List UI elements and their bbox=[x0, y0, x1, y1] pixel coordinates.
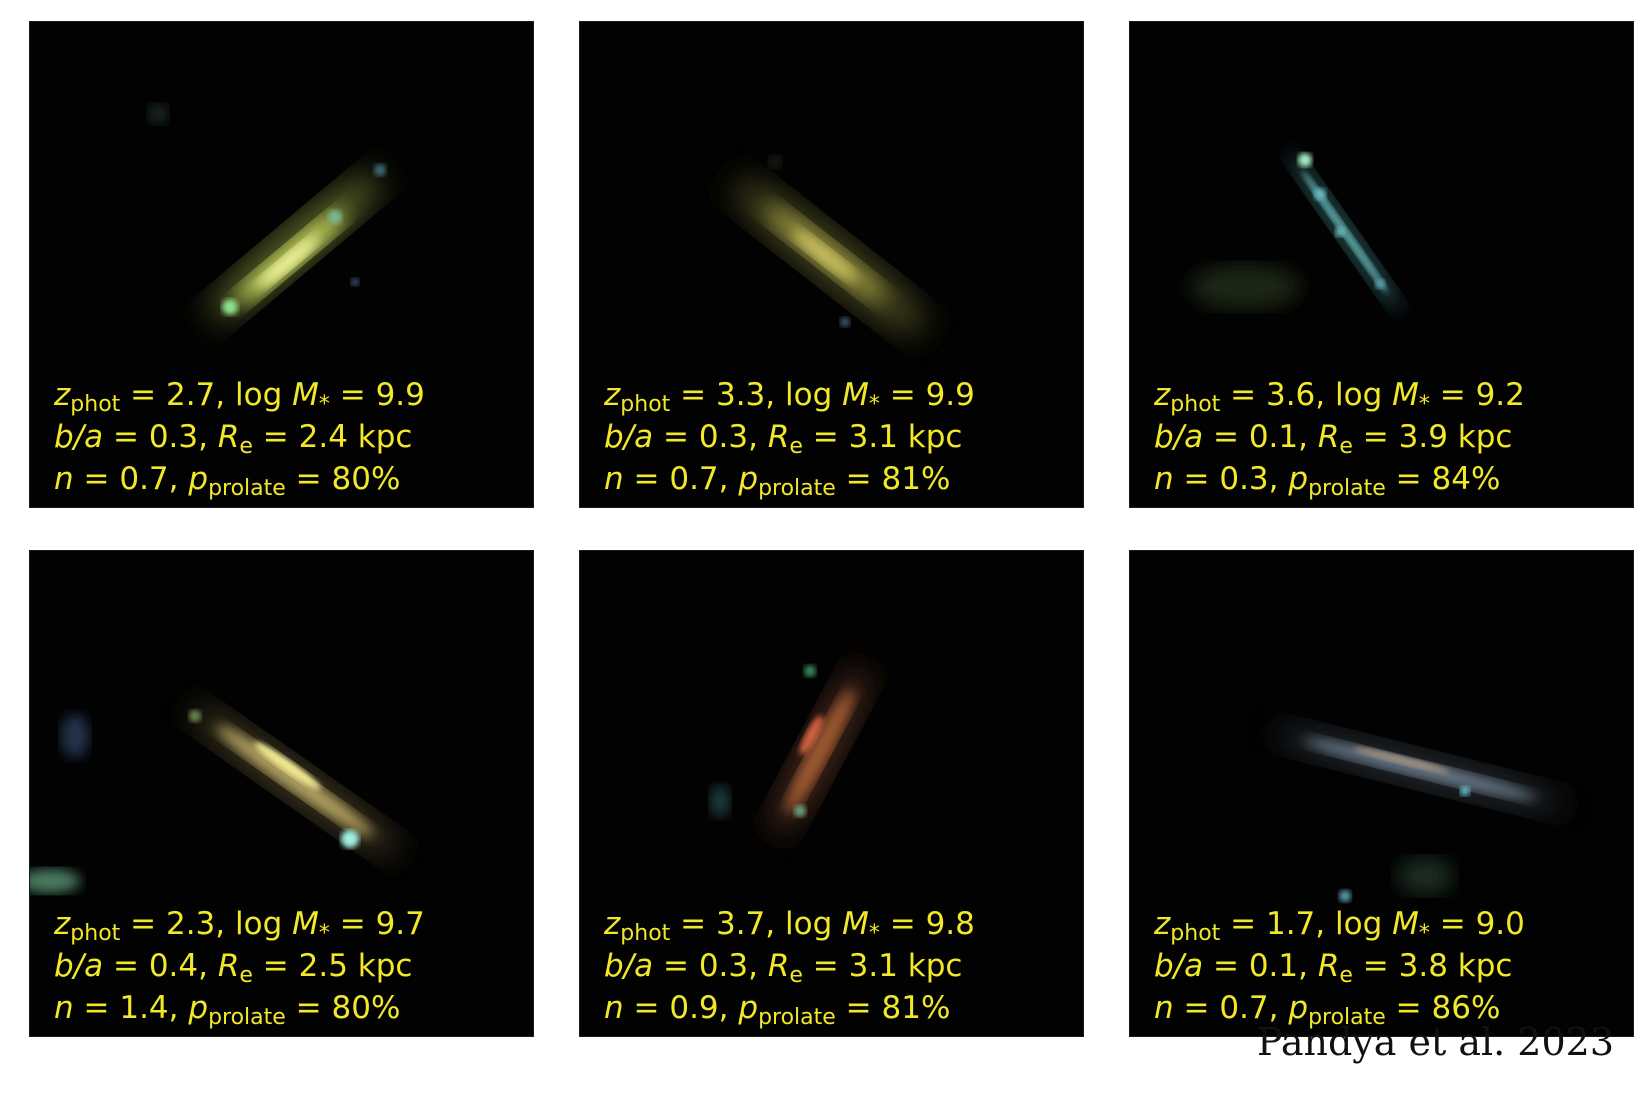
galaxy-panel-2: zphot = 3.3, log M* = 9.9 b/a = 0.3, Re … bbox=[580, 22, 1083, 507]
galaxy-caption-1: zphot = 2.7, log M* = 9.9 b/a = 0.3, Re … bbox=[54, 377, 425, 501]
galaxy-panel-3: zphot = 3.6, log M* = 9.2 b/a = 0.1, Re … bbox=[1130, 22, 1633, 507]
galaxy-image-2 bbox=[734, 156, 926, 334]
galaxy-panel-5: zphot = 3.7, log M* = 9.8 b/a = 0.3, Re … bbox=[580, 551, 1083, 1036]
galaxy-panel-1: zphot = 2.7, log M* = 9.9 b/a = 0.3, Re … bbox=[30, 22, 533, 507]
galaxy-caption-4: zphot = 2.3, log M* = 9.7 b/a = 0.4, Re … bbox=[54, 906, 425, 1030]
galaxy-image-4 bbox=[30, 707, 399, 893]
galaxy-panel-6: zphot = 1.7, log M* = 9.0 b/a = 0.1, Re … bbox=[1130, 551, 1633, 1036]
galaxy-caption-5: zphot = 3.7, log M* = 9.8 b/a = 0.3, Re … bbox=[604, 906, 975, 1030]
galaxy-panel-4: zphot = 2.3, log M* = 9.7 b/a = 0.4, Re … bbox=[30, 551, 533, 1036]
galaxy-caption-6: zphot = 1.7, log M* = 9.0 b/a = 0.1, Re … bbox=[1154, 906, 1525, 1030]
galaxy-image-1 bbox=[148, 104, 386, 320]
image-credit: Pandya et al. 2023 bbox=[1256, 1020, 1614, 1064]
galaxy-image-5 bbox=[710, 665, 869, 836]
galaxy-image-6 bbox=[1274, 728, 1566, 902]
galaxy-caption-2: zphot = 3.3, log M* = 9.9 b/a = 0.3, Re … bbox=[604, 377, 975, 501]
galaxy-image-3 bbox=[1190, 153, 1401, 311]
galaxy-caption-3: zphot = 3.6, log M* = 9.2 b/a = 0.1, Re … bbox=[1154, 377, 1525, 501]
